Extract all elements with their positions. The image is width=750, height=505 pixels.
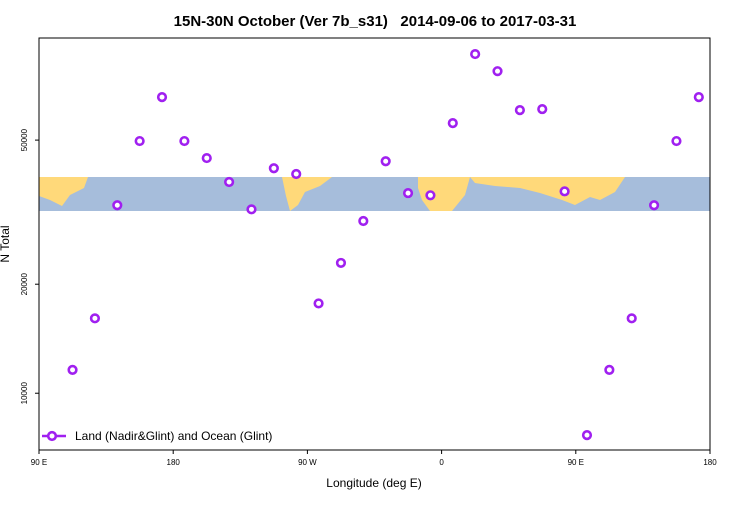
- point: [134, 135, 145, 147]
- legend-label: Land (Nadir&Glint) and Ocean (Glint): [75, 429, 272, 443]
- x-tick-label: 90 W: [298, 458, 317, 467]
- x-tick-label: 180: [167, 458, 181, 467]
- point: [693, 92, 704, 103]
- x-tick-label: 0: [439, 458, 444, 467]
- legend-marker: [46, 430, 58, 442]
- point: [604, 364, 615, 375]
- point: [671, 135, 682, 147]
- point: [112, 200, 123, 211]
- point: [313, 298, 324, 309]
- point: [201, 152, 212, 164]
- point: [492, 66, 503, 77]
- y-tick-label: 50000: [20, 128, 29, 151]
- plot-frame: [38, 37, 711, 451]
- point: [425, 190, 436, 201]
- point: [67, 364, 78, 375]
- point: [470, 48, 481, 60]
- y-tick-label: 10000: [20, 382, 29, 405]
- x-axis-label: Longitude (deg E): [326, 476, 421, 490]
- point: [537, 103, 548, 115]
- x-tick-label: 180: [703, 458, 717, 467]
- y-axis-label: N Total: [0, 225, 12, 262]
- point: [648, 200, 660, 211]
- point: [179, 135, 190, 147]
- point: [268, 163, 279, 174]
- point: [402, 187, 414, 199]
- point: [626, 313, 637, 324]
- point: [358, 215, 369, 227]
- point: [581, 430, 593, 441]
- x-tick-label: 90 E: [568, 458, 584, 467]
- point: [514, 105, 525, 116]
- point: [156, 92, 168, 103]
- y-tick-label: 20000: [20, 273, 29, 296]
- point: [246, 204, 257, 215]
- point: [447, 118, 458, 129]
- chart-title: 15N-30N October (Ver 7b_s31) 2014-09-06 …: [174, 13, 577, 30]
- point: [291, 168, 302, 180]
- x-tick-label: 90 E: [31, 458, 47, 467]
- map-band: [39, 177, 710, 211]
- point: [89, 313, 101, 324]
- point: [224, 176, 235, 188]
- point: [335, 257, 347, 269]
- point: [559, 186, 570, 197]
- point: [380, 156, 391, 167]
